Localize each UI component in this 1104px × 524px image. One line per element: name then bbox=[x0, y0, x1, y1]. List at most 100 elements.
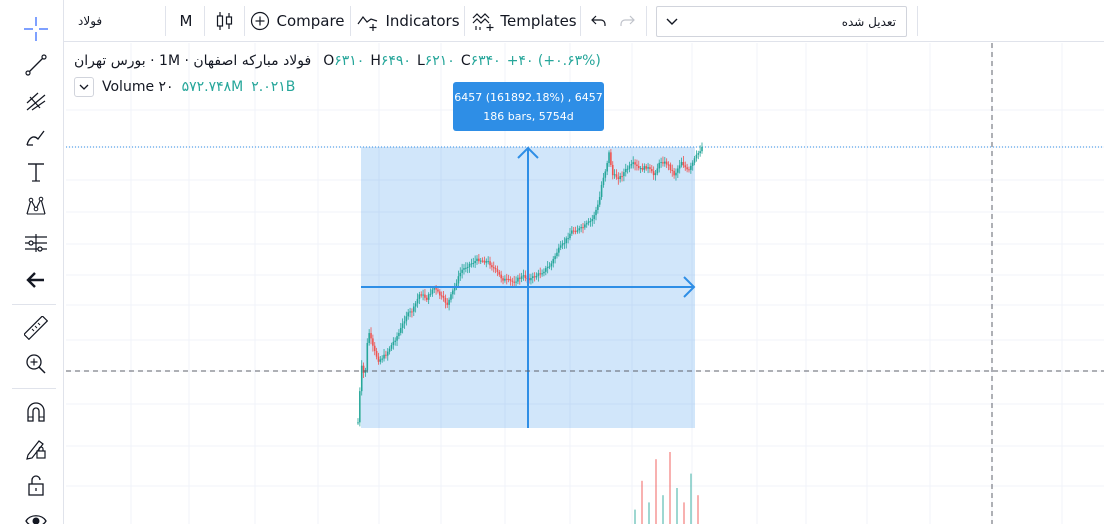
candle-body bbox=[656, 168, 659, 174]
candle-body bbox=[693, 158, 696, 163]
candle-body bbox=[682, 161, 685, 166]
zoom-in-tool[interactable] bbox=[17, 349, 55, 379]
templates-button[interactable]: Templates bbox=[470, 0, 578, 42]
candle-body bbox=[671, 169, 674, 171]
forecast-icon bbox=[25, 234, 47, 252]
unlock-icon bbox=[28, 475, 44, 496]
candle-body bbox=[357, 422, 359, 424]
candle-body bbox=[598, 196, 601, 205]
candle-body bbox=[411, 311, 413, 313]
candle-body bbox=[394, 340, 396, 342]
interval-button[interactable]: M bbox=[170, 0, 202, 42]
collapse-legend-button[interactable] bbox=[74, 77, 94, 97]
candle-body bbox=[403, 321, 406, 324]
candle-body bbox=[437, 289, 439, 292]
candle-body bbox=[431, 289, 434, 294]
magnet-tool[interactable] bbox=[17, 398, 55, 428]
volume-bar bbox=[662, 495, 664, 524]
candle-body bbox=[576, 230, 579, 232]
candle-body bbox=[645, 166, 648, 169]
candle-body bbox=[593, 215, 595, 220]
toolbar-divider bbox=[12, 388, 56, 389]
volume-bar bbox=[641, 480, 643, 524]
gann-fib-tool[interactable] bbox=[17, 86, 55, 116]
candle-body bbox=[424, 294, 426, 298]
candle-body bbox=[697, 153, 700, 155]
symbol-name: فولاد bbox=[78, 14, 103, 28]
interval-label: M bbox=[179, 12, 193, 30]
toolbar-divider bbox=[204, 6, 205, 36]
plus-circle-icon bbox=[251, 11, 270, 31]
candle-body bbox=[435, 288, 437, 290]
candle-body bbox=[483, 260, 486, 263]
candle-body bbox=[597, 204, 599, 210]
candle-body bbox=[448, 299, 450, 305]
redo-button[interactable] bbox=[614, 0, 640, 42]
stay-in-drawing-mode-tool[interactable] bbox=[17, 434, 55, 464]
candle-body bbox=[426, 297, 428, 300]
candle-body bbox=[543, 271, 545, 274]
arrow-left-icon bbox=[26, 272, 44, 288]
candle-body bbox=[442, 295, 445, 298]
chart-pane[interactable] bbox=[66, 43, 1104, 524]
chart-type-button[interactable] bbox=[208, 0, 242, 42]
text-tool[interactable] bbox=[17, 157, 55, 187]
ruler-icon bbox=[24, 316, 48, 340]
candle-body bbox=[368, 333, 370, 343]
hide-toolbar-button[interactable] bbox=[17, 265, 55, 295]
candle-body bbox=[392, 341, 395, 346]
candle-body bbox=[446, 302, 449, 305]
candle-body bbox=[399, 327, 402, 333]
undo-button[interactable] bbox=[586, 0, 612, 42]
low-value: ۶۲۱۰ bbox=[424, 53, 455, 69]
price-chart[interactable] bbox=[66, 43, 1104, 524]
compare-button[interactable]: Compare bbox=[250, 0, 345, 42]
brush-tool[interactable] bbox=[17, 122, 55, 152]
candle-body bbox=[621, 176, 623, 178]
open-label: O bbox=[323, 53, 335, 69]
candle-body bbox=[684, 165, 687, 168]
hide-drawings-tool[interactable] bbox=[17, 506, 55, 524]
candle-body bbox=[359, 391, 361, 423]
left-drawing-toolbar bbox=[0, 0, 64, 524]
candle-body bbox=[452, 290, 454, 295]
candle-body bbox=[385, 354, 387, 356]
candle-body bbox=[509, 279, 512, 281]
candle-body bbox=[531, 276, 534, 279]
candle-body bbox=[647, 167, 649, 169]
candle-body bbox=[366, 342, 369, 371]
crosshair-tool[interactable] bbox=[17, 14, 55, 44]
open-value: ۶۳۱۰ bbox=[334, 53, 365, 69]
candle-body bbox=[420, 294, 423, 296]
pattern-tool[interactable] bbox=[17, 192, 55, 222]
trend-line-tool[interactable] bbox=[17, 50, 55, 80]
candle-body bbox=[541, 273, 543, 275]
candle-body bbox=[416, 298, 419, 304]
candle-body bbox=[654, 173, 657, 176]
adjustment-value: تعدیل شده bbox=[841, 14, 896, 29]
candle-body bbox=[414, 303, 417, 307]
candle-body bbox=[537, 273, 540, 276]
chevron-down-icon bbox=[79, 84, 89, 90]
prediction-tool[interactable] bbox=[17, 228, 55, 258]
candle-body bbox=[491, 265, 493, 268]
candle-body bbox=[580, 227, 582, 229]
candle-body bbox=[624, 169, 627, 173]
candle-body bbox=[412, 306, 415, 312]
candle-body bbox=[636, 164, 638, 167]
adjustment-select[interactable]: تعدیل شده bbox=[656, 6, 907, 37]
symbol-title[interactable]: فولاد مبارکه اصفهان · 1M · بورس تهران bbox=[74, 53, 312, 69]
candle-body bbox=[476, 258, 478, 261]
indicators-button[interactable]: Indicators bbox=[356, 0, 460, 42]
candle-body bbox=[418, 294, 421, 299]
lock-drawings-tool[interactable] bbox=[17, 470, 55, 500]
symbol-search-button[interactable]: فولاد bbox=[78, 0, 148, 42]
candle-body bbox=[582, 227, 584, 229]
symbol-legend: فولاد مبارکه اصفهان · 1M · بورس تهران O … bbox=[74, 50, 601, 72]
candle-body bbox=[578, 228, 581, 231]
candle-body bbox=[517, 277, 519, 282]
grid-lines bbox=[66, 43, 1104, 524]
measure-tool[interactable] bbox=[17, 313, 55, 343]
candle-body bbox=[662, 162, 664, 164]
volume-label[interactable]: Volume ۲۰ bbox=[102, 79, 174, 95]
